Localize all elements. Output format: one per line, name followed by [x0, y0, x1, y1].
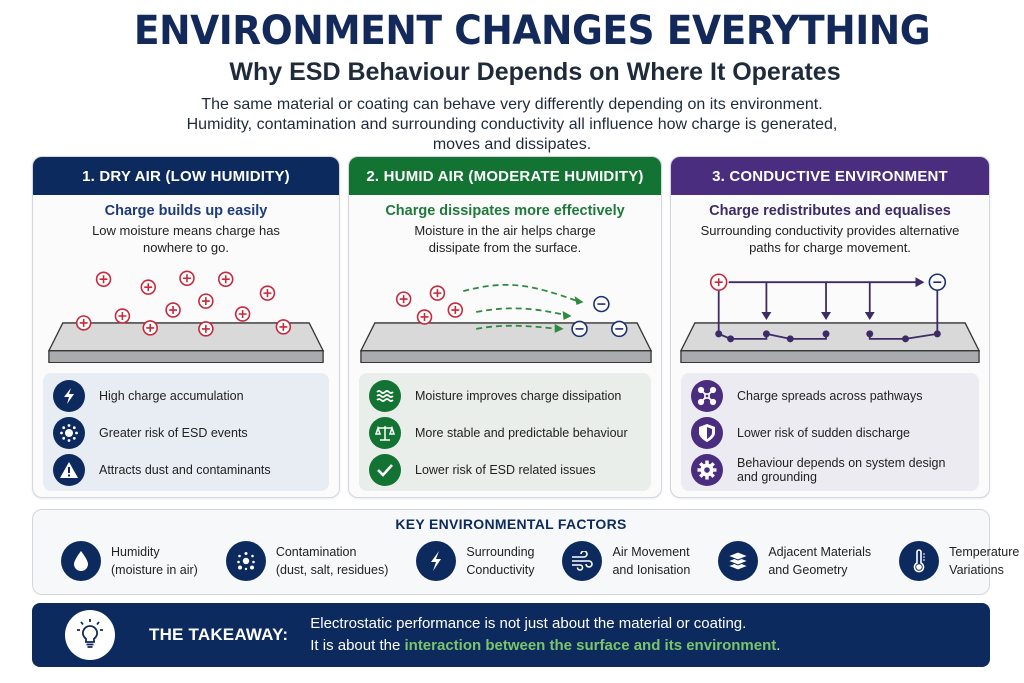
bullet-item: Behaviour depends on system design and g…	[691, 451, 969, 488]
takeaway-highlight: interaction between the surface and its …	[404, 637, 777, 654]
particles-icon	[225, 541, 266, 581]
main-title: ENVIRONMENT CHANGES EVERYTHING	[133, 8, 931, 54]
bullet-text: Moisture improves charge dissipation	[415, 388, 622, 403]
intro-line-1: The same material or coating can behave …	[201, 96, 823, 113]
network-nodes-icon	[691, 379, 723, 412]
factor-detail: (moisture in air)	[111, 563, 198, 577]
bullet-text: Lower risk of sudden discharge	[737, 425, 911, 440]
bullet-item: Attracts dust and contaminants	[53, 451, 319, 488]
panel-subheading: Charge builds up easily	[104, 203, 268, 219]
balance-scale-icon	[369, 416, 401, 449]
factor-contamination: Contamination (dust, salt, residues)	[218, 538, 397, 584]
factor-temperature: Temperature Variations	[891, 538, 1024, 584]
surface-with-positive-charges	[47, 270, 325, 364]
intro-line-2: Humidity, contamination and surrounding …	[186, 116, 838, 133]
bullet-item: Charge spreads across pathways	[691, 377, 969, 414]
lightning-icon	[53, 379, 85, 412]
factor-detail: Conductivity	[466, 563, 535, 577]
panel-heading: 1. DRY AIR (LOW HUMIDITY)	[33, 157, 339, 195]
intro-text: The same material or coating can behave …	[0, 95, 1024, 155]
panel-humid-air: 2. HUMID AIR (MODERATE HUMIDITY) Charge …	[348, 156, 662, 498]
takeaway-line-1: Electrostatic performance is not just ab…	[310, 615, 747, 632]
panel-heading: 3. CONDUCTIVE ENVIRONMENT	[671, 157, 989, 195]
factor-detail: and Geometry	[768, 563, 848, 577]
factor-adjacent-materials: Adjacent Materials and Geometry	[710, 538, 879, 584]
takeaway-text: Electrostatic performance is not just ab…	[310, 613, 780, 657]
checkmark-icon	[369, 453, 401, 486]
panel-heading: 2. HUMID AIR (MODERATE HUMIDITY)	[349, 157, 661, 195]
bullet-text: Lower risk of ESD related issues	[415, 462, 596, 477]
panel-description: Low moisture means charge has nowhere to…	[33, 222, 339, 256]
factor-label: Temperature	[949, 545, 1020, 559]
factor-air-movement: Air Movement and Ionisation	[554, 538, 698, 584]
bullet-list: Moisture improves charge dissipation Mor…	[359, 373, 651, 491]
layers-icon	[718, 541, 759, 581]
panel-description: Moisture in the air helps charge dissipa…	[349, 222, 661, 256]
description-text: Surrounding conductivity provides altern…	[700, 223, 960, 255]
factor-label: Air Movement	[612, 545, 690, 559]
bullet-text: Behaviour depends on system design and g…	[737, 455, 946, 484]
lightbulb-icon	[65, 610, 115, 660]
subtitle: Why ESD Behaviour Depends on Where It Op…	[229, 58, 841, 86]
shield-icon	[691, 416, 723, 449]
bullet-item: Moisture improves charge dissipation	[369, 377, 641, 414]
waves-icon	[369, 379, 401, 412]
takeaway-banner: THE TAKEAWAY: Electrostatic performance …	[32, 603, 990, 667]
bullet-text: High charge accumulation	[99, 388, 244, 403]
takeaway-line-2: It is about the interaction between the …	[310, 635, 780, 657]
panel-subheading: Charge dissipates more effectively	[385, 203, 625, 219]
warning-icon	[53, 453, 85, 486]
wind-icon	[562, 541, 603, 581]
factor-label: Adjacent Materials	[768, 545, 872, 559]
takeaway-suffix: .	[776, 637, 781, 654]
intro-line-3: moves and dissipates.	[432, 136, 592, 153]
factor-humidity: Humidity (moisture in air)	[53, 538, 206, 584]
takeaway-label: THE TAKEAWAY:	[149, 625, 289, 644]
factor-detail: and Ionisation	[612, 563, 691, 577]
panel-conductive-environment: 3. CONDUCTIVE ENVIRONMENT Charge redistr…	[670, 156, 990, 498]
dry-air-illustration	[33, 265, 339, 364]
factor-detail: Variations	[949, 563, 1004, 577]
takeaway-prefix: It is about the	[310, 637, 405, 654]
bullet-item: Lower risk of ESD related issues	[369, 451, 641, 488]
bullet-item: Greater risk of ESD events	[53, 414, 319, 451]
spark-burst-icon	[53, 416, 85, 449]
bullet-list: Charge spreads across pathways Lower ris…	[681, 373, 979, 491]
bullet-text: Greater risk of ESD events	[99, 425, 248, 440]
bullet-text: Attracts dust and contaminants	[99, 462, 271, 477]
surface-with-dissipating-charges	[359, 283, 653, 364]
factor-detail: (dust, salt, residues)	[275, 563, 389, 577]
panel-subheading: Charge redistributes and equalises	[709, 203, 951, 219]
factor-list: Humidity (moisture in air) Contamination (…	[53, 536, 1019, 586]
panel-description: Surrounding conductivity provides altern…	[671, 222, 989, 256]
factor-surrounding-conductivity: Surrounding Conductivity	[408, 538, 542, 584]
surface-with-conductive-paths	[679, 273, 981, 364]
bullet-text: More stable and predictable behaviour	[415, 425, 628, 440]
factor-label: Surrounding	[466, 545, 535, 559]
water-drop-icon	[61, 541, 101, 581]
description-text: Low moisture means charge has nowhere to…	[92, 223, 280, 255]
bullet-item: More stable and predictable behaviour	[369, 414, 641, 451]
factors-title: KEY ENVIRONMENTAL FACTORS	[395, 516, 627, 532]
bullet-item: High charge accumulation	[53, 377, 319, 414]
gear-icon	[691, 453, 723, 486]
factor-label: Contamination	[275, 545, 357, 559]
lightning-icon	[416, 541, 457, 581]
description-text: Moisture in the air helps charge dissipa…	[414, 223, 596, 255]
thermometer-icon	[899, 541, 940, 581]
key-environmental-factors: KEY ENVIRONMENTAL FACTORS Humidity (moist…	[32, 509, 1019, 595]
bullet-text: Charge spreads across pathways	[737, 388, 923, 403]
humid-air-illustration	[349, 265, 661, 364]
bullet-list: High charge accumulation Greater risk of…	[43, 373, 329, 491]
panel-dry-air: 1. DRY AIR (LOW HUMIDITY) Charge builds …	[32, 156, 340, 498]
factor-label: Humidity	[111, 545, 160, 559]
conductive-illustration	[671, 265, 989, 364]
bullet-item: Lower risk of sudden discharge	[691, 414, 969, 451]
